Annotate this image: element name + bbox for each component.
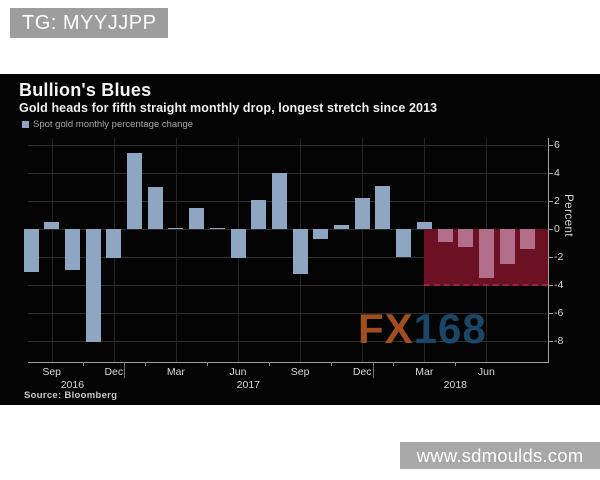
fx168-watermark: FX168 [358, 308, 487, 350]
y-tick--4 [548, 285, 553, 286]
bar-Oct-2017 [313, 229, 329, 239]
bar-May-2018 [458, 229, 474, 248]
x-tick-label-Sep-2017: Sep [290, 366, 310, 378]
legend-swatch-icon [22, 121, 29, 128]
bar-Feb-2018 [396, 229, 412, 257]
gridline-h--6 [28, 313, 548, 314]
bar-Aug-2018 [520, 229, 536, 249]
y-tick-label-0: 0 [554, 223, 560, 235]
gridline-h-0 [28, 229, 548, 230]
x-minor-tick-5 [393, 362, 394, 366]
gridline-h-6 [28, 145, 548, 146]
y-tick-label--2: -2 [554, 251, 564, 263]
bar-Oct-2016 [64, 229, 80, 270]
x-tick-label-Jun-2018: Jun [477, 366, 495, 378]
bar-Apr-2018 [437, 229, 453, 242]
bar-Jul-2017 [251, 199, 267, 229]
x-minor-tick-1 [145, 362, 146, 366]
bar-Jan-2017 [127, 153, 142, 229]
legend-label: Spot gold monthly percentage change [33, 119, 194, 130]
x-year-label-2017: 2017 [236, 379, 261, 391]
plot-area: 6 4 2 0 -2 -4 -6 -8 Sep Dec Mar Jun Sep Dec Mar Jun 2016… [0, 74, 600, 405]
year-divider-2017 [373, 362, 374, 378]
x-tick-label-Dec-2017: Dec [352, 366, 372, 378]
gridline-h--8 [28, 341, 548, 342]
tg-watermark-banner: TG: MYYJJPP [10, 8, 169, 38]
bar-Nov-2016 [85, 229, 101, 343]
bar-Dec-2017 [354, 198, 370, 229]
bar-Apr-2017 [189, 208, 205, 229]
bar-Feb-2017 [147, 187, 163, 229]
bar-Mar-2018 [416, 222, 432, 229]
x-minor-tick-2 [207, 362, 208, 366]
x-tick-label-Mar-2017: Mar [166, 366, 185, 378]
x-tick-label-Sep-2016: Sep [42, 366, 62, 378]
x-year-label-2018: 2018 [443, 379, 468, 391]
site-watermark: www.sdmoulds.com [400, 442, 600, 469]
x-axis-line [28, 362, 549, 363]
y-tick-label-4: 4 [554, 167, 560, 179]
y-tick-label--6: -6 [554, 307, 564, 319]
bar-Dec-2016 [106, 229, 122, 259]
bloomberg-chart-panel: Bullion's Blues Gold heads for fifth str… [0, 74, 600, 405]
fx168-watermark-168: 168 [413, 305, 487, 352]
y-tick-label--8: -8 [554, 335, 564, 347]
bar-Jun-2017 [230, 229, 246, 259]
x-minor-tick-4 [331, 362, 332, 366]
fx168-watermark-fx: FX [358, 305, 414, 352]
x-tick-label-Jun-2017: Jun [229, 366, 247, 378]
x-minor-tick-3 [269, 362, 270, 366]
highlight-region-dashed-edge [424, 284, 548, 286]
y-tick-4 [548, 173, 553, 174]
gridline-v-Sep-2016 [52, 138, 53, 362]
gridline-v-Mar-2017 [176, 138, 177, 362]
bar-Jun-2018 [478, 229, 494, 278]
bar-May-2017 [209, 227, 225, 229]
y-tick--2 [548, 257, 553, 258]
bar-Jul-2018 [499, 229, 515, 264]
y-tick-label-6: 6 [554, 139, 560, 151]
x-minor-tick-6 [455, 362, 456, 366]
bar-Aug-2017 [271, 173, 287, 229]
gridline-h-2 [28, 201, 548, 202]
chart-title: Bullion's Blues [19, 80, 152, 100]
gridline-h--2 [28, 257, 548, 258]
gridline-h-4 [28, 173, 548, 174]
year-divider-2016 [124, 362, 125, 378]
y-tick--8 [548, 341, 553, 342]
y-tick-6 [548, 145, 553, 146]
bar-Aug-2016 [23, 229, 39, 273]
bar-Mar-2017 [168, 227, 184, 229]
source-note: Source: Bloomberg [24, 390, 118, 401]
y-axis-line [548, 138, 549, 363]
legend: Spot gold monthly percentage change [22, 119, 193, 130]
y-tick--6 [548, 313, 553, 314]
gridline-v-Dec-2017 [362, 138, 363, 362]
y-tick-0 [548, 229, 553, 230]
bar-Sep-2017 [292, 229, 308, 274]
y-tick-label-2: 2 [554, 195, 560, 207]
gridline-h--4 [28, 285, 548, 286]
bar-Sep-2016 [44, 222, 60, 229]
x-tick-label-Mar-2018: Mar [415, 366, 434, 378]
x-tick-label-Dec-2016: Dec [104, 366, 124, 378]
x-minor-tick-0 [83, 362, 84, 366]
y-tick-2 [548, 201, 553, 202]
chart-subtitle: Gold heads for fifth straight monthly dr… [19, 101, 438, 115]
bar-Nov-2017 [334, 224, 349, 229]
y-axis-title: Percent [562, 194, 574, 238]
x-year-label-2016: 2016 [60, 379, 85, 391]
bar-Jan-2018 [375, 185, 391, 229]
y-tick-label--4: -4 [554, 279, 564, 291]
